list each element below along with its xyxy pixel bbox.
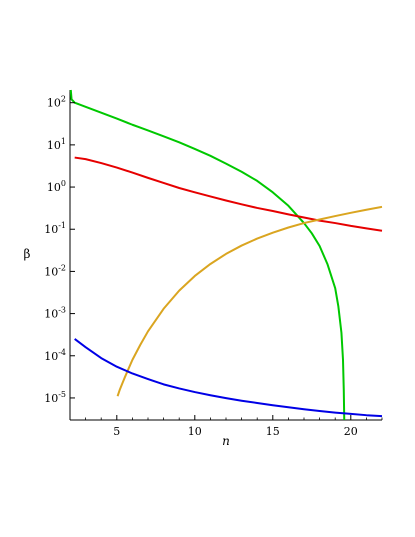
x-axis-label: n [222,434,230,448]
y-tick-label: 101 [47,137,66,152]
chart-series-layer [69,89,383,421]
y-tick-label: 10-2 [44,263,66,278]
x-tick-label: 15 [266,425,280,438]
x-tick-label: 5 [113,425,120,438]
x-tick-label: 20 [344,425,358,438]
y-tick-label: 100 [47,179,66,194]
series-line-4 [74,338,383,418]
y-tick-label: 102 [47,95,66,110]
x-tick-label: 10 [188,425,202,438]
y-tick-label: 10-1 [44,221,66,236]
series-line-2 [74,156,383,232]
y-tick-label: 10-5 [44,390,66,405]
y-tick-label: 10-3 [44,306,66,321]
series-line-1 [69,89,346,421]
y-axis-label: β [24,247,31,261]
y-tick-label: 10-4 [44,348,66,363]
chart-ticks-layer: 5 10 15 20 102 101 100 10-1 10-2 10-3 10-4 10-5 [44,95,383,438]
series-line-3 [116,205,383,397]
